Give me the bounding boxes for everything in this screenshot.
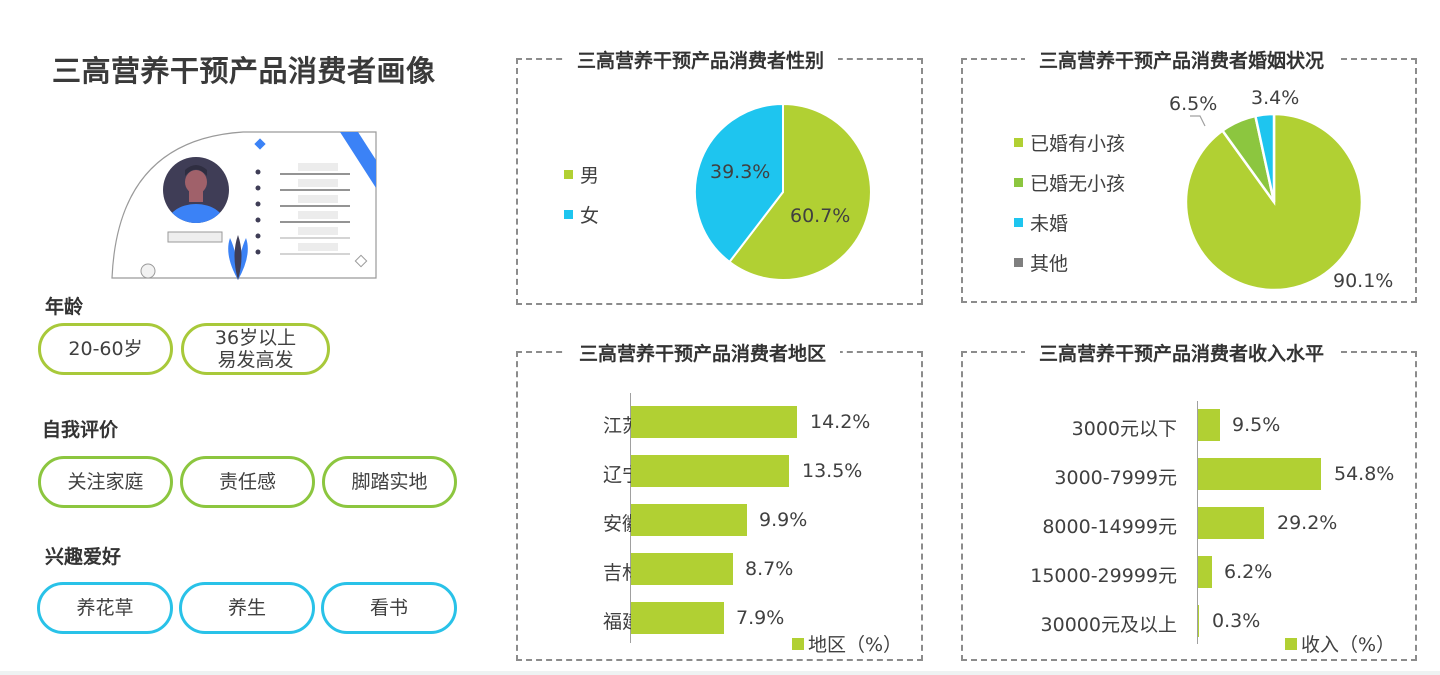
region-bar-jiangsu	[631, 406, 797, 438]
age-tag-2: 36岁以上 易发高发	[181, 323, 330, 375]
region-value: 9.9%	[759, 509, 808, 531]
region-bar-jilin	[631, 553, 733, 585]
region-value: 7.9%	[736, 607, 785, 629]
age-tag-1: 20-60岁	[38, 323, 173, 375]
income-value: 6.2%	[1224, 561, 1273, 583]
region-axis	[630, 393, 631, 643]
legend-swatch	[1285, 637, 1297, 650]
hobby-tag-text: 养花草	[76, 597, 134, 619]
legend-label: 未婚	[1030, 212, 1069, 235]
gender-pie	[693, 102, 872, 281]
region-value: 14.2%	[810, 411, 871, 433]
income-chart-panel: 三高营养干预产品消费者收入水平 3000元以下 9.5% 3000-7999元 …	[961, 339, 1417, 661]
income-category: 30000元及以上	[1040, 614, 1177, 636]
income-legend: 收入（%）	[1285, 630, 1395, 657]
self-evaluation-label: 自我评价	[42, 419, 119, 441]
legend-item-other: 其他	[1014, 242, 1125, 282]
legend-item-single: 未婚	[1014, 202, 1125, 242]
income-bar-1	[1198, 409, 1220, 441]
region-chart-panel: 三高营养干预产品消费者地区 江苏 14.2% 辽宁 13.5% 安徽 9.9% …	[516, 339, 923, 661]
income-value: 9.5%	[1232, 414, 1281, 436]
income-chart-title: 三高营养干预产品消费者收入水平	[1025, 339, 1339, 366]
marital-pie	[1184, 112, 1364, 292]
region-bar-fujian	[631, 602, 724, 634]
self-tag-3: 脚踏实地	[322, 456, 457, 508]
legend-item-male: 男	[564, 154, 599, 194]
page-title: 三高营养干预产品消费者画像	[52, 54, 436, 88]
gender-chart-title: 三高营养干预产品消费者性别	[563, 46, 839, 73]
income-value: 29.2%	[1277, 512, 1338, 534]
legend-label: 已婚有小孩	[1030, 132, 1126, 155]
age-label: 年龄	[45, 296, 84, 318]
leader-line	[1190, 115, 1206, 127]
income-bar-4	[1198, 556, 1212, 588]
hobby-tag-3: 看书	[321, 582, 457, 634]
age-tag-text-line2: 易发高发	[217, 349, 294, 371]
legend-label: 地区（%）	[808, 634, 903, 656]
hobbies-label: 兴趣爱好	[45, 546, 122, 568]
region-chart-title: 三高营养干预产品消费者地区	[565, 339, 841, 366]
gender-chart-panel: 三高营养干预产品消费者性别 男 女 39.3% 60.7%	[516, 46, 923, 305]
profile-card-illustration	[111, 131, 377, 280]
pie-label-single: 3.4%	[1251, 87, 1300, 109]
legend-swatch	[1014, 257, 1023, 267]
income-category: 8000-14999元	[1042, 516, 1177, 538]
pie-label-married-kids: 90.1%	[1333, 270, 1394, 292]
legend-label: 收入（%）	[1301, 634, 1396, 656]
region-value: 8.7%	[745, 558, 794, 580]
legend-label: 女	[580, 204, 600, 227]
bottom-strip	[0, 671, 1440, 675]
self-tag-1: 关注家庭	[38, 456, 173, 508]
income-category: 3000-7999元	[1054, 467, 1177, 489]
hobby-tag-text: 看书	[369, 597, 408, 619]
pie-label-female: 39.3%	[710, 161, 771, 183]
income-bar-3	[1198, 507, 1264, 539]
self-tag-text: 关注家庭	[67, 471, 144, 493]
self-tag-2: 责任感	[180, 456, 315, 508]
legend-item-married-no-kids: 已婚无小孩	[1014, 162, 1125, 202]
marital-legend: 已婚有小孩 已婚无小孩 未婚 其他	[1014, 122, 1125, 282]
legend-label: 其他	[1030, 252, 1069, 275]
region-legend: 地区（%）	[792, 630, 902, 657]
income-bar-5	[1198, 605, 1199, 637]
self-tag-text: 脚踏实地	[351, 471, 428, 493]
legend-item-female: 女	[564, 194, 599, 234]
age-tag-text: 20-60岁	[68, 338, 143, 360]
legend-swatch	[792, 637, 804, 650]
income-axis	[1197, 401, 1198, 644]
region-bar-anhui	[631, 504, 747, 536]
self-tag-text: 责任感	[218, 471, 276, 493]
pie-label-married-no-kids: 6.5%	[1169, 93, 1218, 115]
income-value: 54.8%	[1334, 463, 1395, 485]
hobby-tag-1: 养花草	[37, 582, 173, 634]
gender-legend: 男 女	[564, 154, 599, 234]
legend-swatch	[1014, 177, 1023, 187]
marital-chart-panel: 三高营养干预产品消费者婚姻状况 已婚有小孩 已婚无小孩 未婚 其他 6.5% 3…	[961, 46, 1417, 303]
legend-swatch	[1014, 137, 1023, 147]
age-tag-text-line1: 36岁以上	[214, 327, 297, 349]
region-bar-liaoning	[631, 455, 789, 487]
income-bar-2	[1198, 458, 1321, 490]
income-value: 0.3%	[1212, 610, 1261, 632]
legend-swatch	[564, 209, 573, 219]
pie-label-male: 60.7%	[790, 205, 851, 227]
hobby-tag-2: 养生	[179, 582, 315, 634]
legend-label: 男	[580, 164, 600, 187]
hobby-tag-text: 养生	[227, 597, 266, 619]
income-category: 15000-29999元	[1030, 565, 1177, 587]
legend-swatch	[1014, 217, 1023, 227]
region-value: 13.5%	[802, 460, 863, 482]
income-category: 3000元以下	[1071, 418, 1177, 440]
legend-label: 已婚无小孩	[1030, 172, 1126, 195]
legend-item-married-kids: 已婚有小孩	[1014, 122, 1125, 162]
marital-chart-title: 三高营养干预产品消费者婚姻状况	[1025, 46, 1339, 73]
legend-swatch	[564, 169, 573, 179]
